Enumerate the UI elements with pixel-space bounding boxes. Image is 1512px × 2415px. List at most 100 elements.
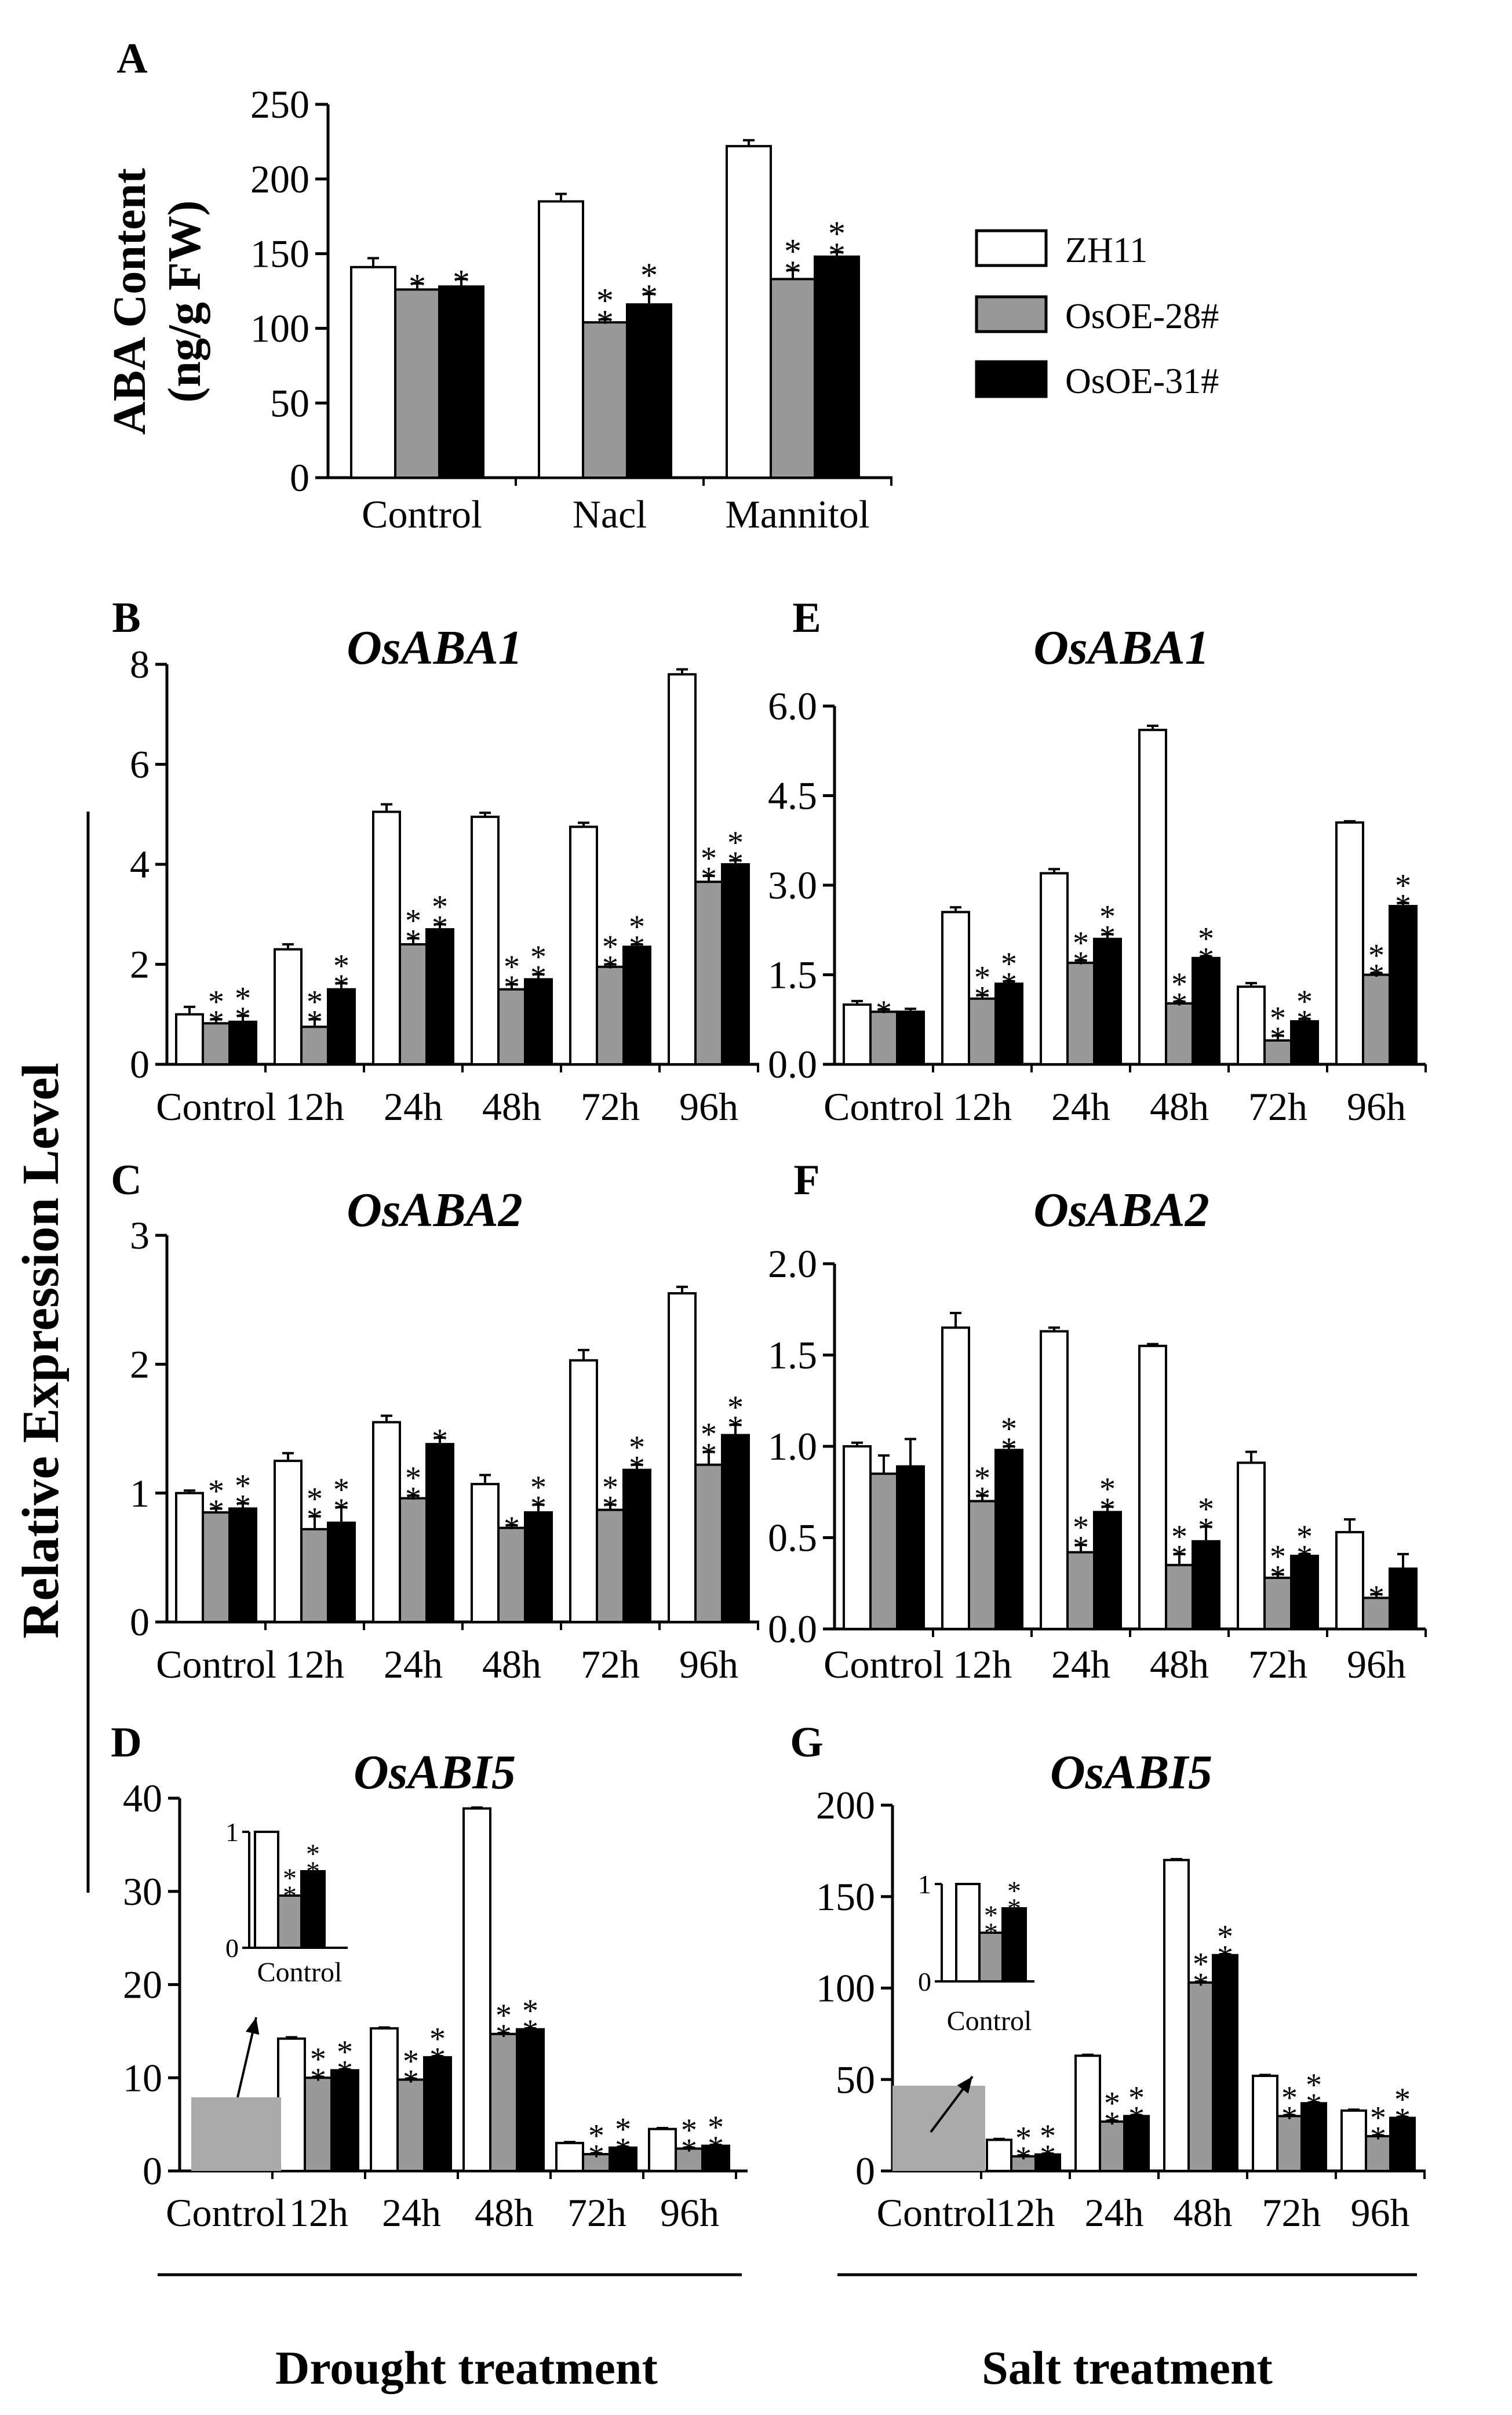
x-tick-label-b: 96h: [679, 1085, 738, 1129]
y-tick-label-f: 1.0: [768, 1424, 817, 1468]
significance-mark-f: *: [974, 1481, 990, 1516]
significance-mark-e: *: [1171, 987, 1187, 1023]
x-tick-label-d: 96h: [660, 2191, 719, 2235]
bar-b-zh11: [471, 816, 500, 1065]
significance-mark-b: *: [208, 1004, 224, 1040]
significance-mark-e: *: [1270, 1020, 1286, 1056]
significance-mark-a: *: [596, 282, 614, 320]
bar-a-oe31: [438, 285, 484, 479]
bar-f-oe31: [896, 1465, 925, 1630]
legend-label-oe31: OsOE-31#: [1065, 362, 1219, 401]
inset-significance-mark-g: *: [984, 1918, 998, 1948]
significance-mark-b: *: [701, 861, 717, 897]
significance-mark-b: *: [307, 984, 323, 1020]
y-tick-label-c: 1: [130, 1471, 150, 1515]
significance-mark-g: *: [1104, 2085, 1120, 2121]
significance-mark-c: *: [405, 1481, 421, 1516]
significance-mark-d: *: [337, 2054, 353, 2090]
significance-mark-c: *: [405, 1460, 421, 1496]
bar-e-oe31: [896, 1010, 925, 1065]
y-tick-label-a: 150: [250, 232, 309, 276]
significance-mark-d: *: [310, 2042, 326, 2078]
bar-g-zh11: [1252, 2074, 1278, 2172]
significance-mark-e: *: [1368, 958, 1385, 994]
bar-e-oe31: [994, 982, 1023, 1065]
bar-c-zh11: [668, 1292, 697, 1624]
significance-mark-b: *: [405, 903, 421, 939]
inset-y-tick-label-g: 0: [918, 1967, 931, 1996]
significance-mark-g: *: [1040, 2118, 1056, 2154]
x-tick-label-e: 48h: [1150, 1085, 1209, 1129]
x-tick-label-e: 24h: [1051, 1085, 1110, 1129]
significance-mark-e: *: [1270, 1001, 1286, 1036]
inset-bar-d-oe31: [300, 1870, 326, 1949]
x-tick-label-g: 12h: [996, 2191, 1055, 2235]
bar-c-oe31: [327, 1521, 356, 1623]
significance-mark-f: *: [1073, 1510, 1089, 1545]
significance-mark-g: *: [1193, 1947, 1209, 1983]
x-tick-label-c: 72h: [581, 1642, 640, 1686]
significance-mark-b: *: [602, 949, 618, 985]
significance-mark-b: *: [727, 825, 744, 861]
significance-mark-e: *: [1099, 919, 1116, 955]
x-tick-label-g: 96h: [1351, 2191, 1410, 2235]
significance-mark-d: *: [429, 2041, 446, 2077]
y-tick-label-a: 200: [250, 157, 309, 201]
y-tick-label-c: 2: [130, 1342, 150, 1386]
bar-a-oe28: [582, 321, 628, 479]
legend-label-zh11: ZH11: [1065, 231, 1147, 270]
significance-mark-g: *: [1217, 1919, 1233, 1955]
bar-b-zh11: [668, 673, 697, 1065]
significance-mark-f: *: [1368, 1579, 1385, 1615]
bar-d-zh11: [277, 2037, 306, 2173]
y-tick-label-b: 6: [130, 743, 150, 787]
inset-arrow-head-d: [245, 2017, 260, 2035]
x-tick-label-f: 24h: [1051, 1642, 1110, 1686]
bar-d-oe31: [423, 2056, 452, 2173]
inset-significance-mark-d: *: [306, 1856, 320, 1887]
significance-mark-g: *: [1015, 2120, 1032, 2156]
significance-mark-c: *: [727, 1410, 744, 1446]
x-tick-label-c: Control: [156, 1642, 276, 1686]
significance-mark-f: *: [1099, 1492, 1116, 1527]
significance-mark-f: *: [1270, 1559, 1286, 1595]
significance-mark-c: *: [208, 1473, 224, 1509]
x-tick-label-e: Control: [824, 1085, 944, 1129]
bar-b-oe28: [399, 943, 428, 1065]
significance-mark-b: *: [235, 1001, 251, 1036]
y-tick-label-g: 150: [816, 1875, 875, 1919]
significance-mark-d: *: [615, 2132, 631, 2167]
bar-b-zh11: [274, 948, 303, 1065]
bar-e-oe31: [1389, 905, 1418, 1066]
footer-label-drought: Drought treatment: [275, 2341, 658, 2394]
panel-title-c: OsABA2: [347, 1183, 522, 1237]
bar-c-zh11: [175, 1492, 204, 1624]
significance-mark-c: *: [701, 1436, 717, 1472]
bar-a-zh11: [538, 200, 584, 479]
significance-mark-b: *: [333, 948, 349, 984]
significance-mark-c: *: [432, 1423, 448, 1459]
bar-b-oe31: [622, 945, 651, 1065]
significance-mark-c: *: [727, 1390, 744, 1425]
x-tick-label-b: 72h: [581, 1085, 640, 1129]
bar-g-oe28: [1187, 1981, 1214, 2172]
significance-mark-g: *: [1370, 2100, 1386, 2136]
inset-x-tick-label-d: Control: [257, 1957, 343, 1988]
significance-mark-g: *: [1040, 2138, 1056, 2174]
y-tick-label-d: 10: [123, 2056, 162, 2100]
significance-mark-g: *: [1306, 2067, 1322, 2103]
x-tick-label-g: 72h: [1262, 2191, 1321, 2235]
legend-swatch-oe31: [975, 360, 1048, 398]
y-tick-label-f: 1.5: [768, 1333, 817, 1377]
significance-mark-a: *: [784, 254, 801, 292]
bar-f-zh11: [843, 1445, 872, 1630]
bar-c-oe31: [228, 1507, 257, 1624]
x-tick-label-f: Control: [824, 1642, 944, 1686]
significance-mark-e: *: [974, 980, 990, 1016]
significance-mark-f: *: [1001, 1411, 1017, 1447]
y-tick-label-d: 0: [143, 2149, 162, 2193]
significance-mark-b: *: [405, 923, 421, 959]
y-tick-label-a: 0: [290, 456, 309, 500]
